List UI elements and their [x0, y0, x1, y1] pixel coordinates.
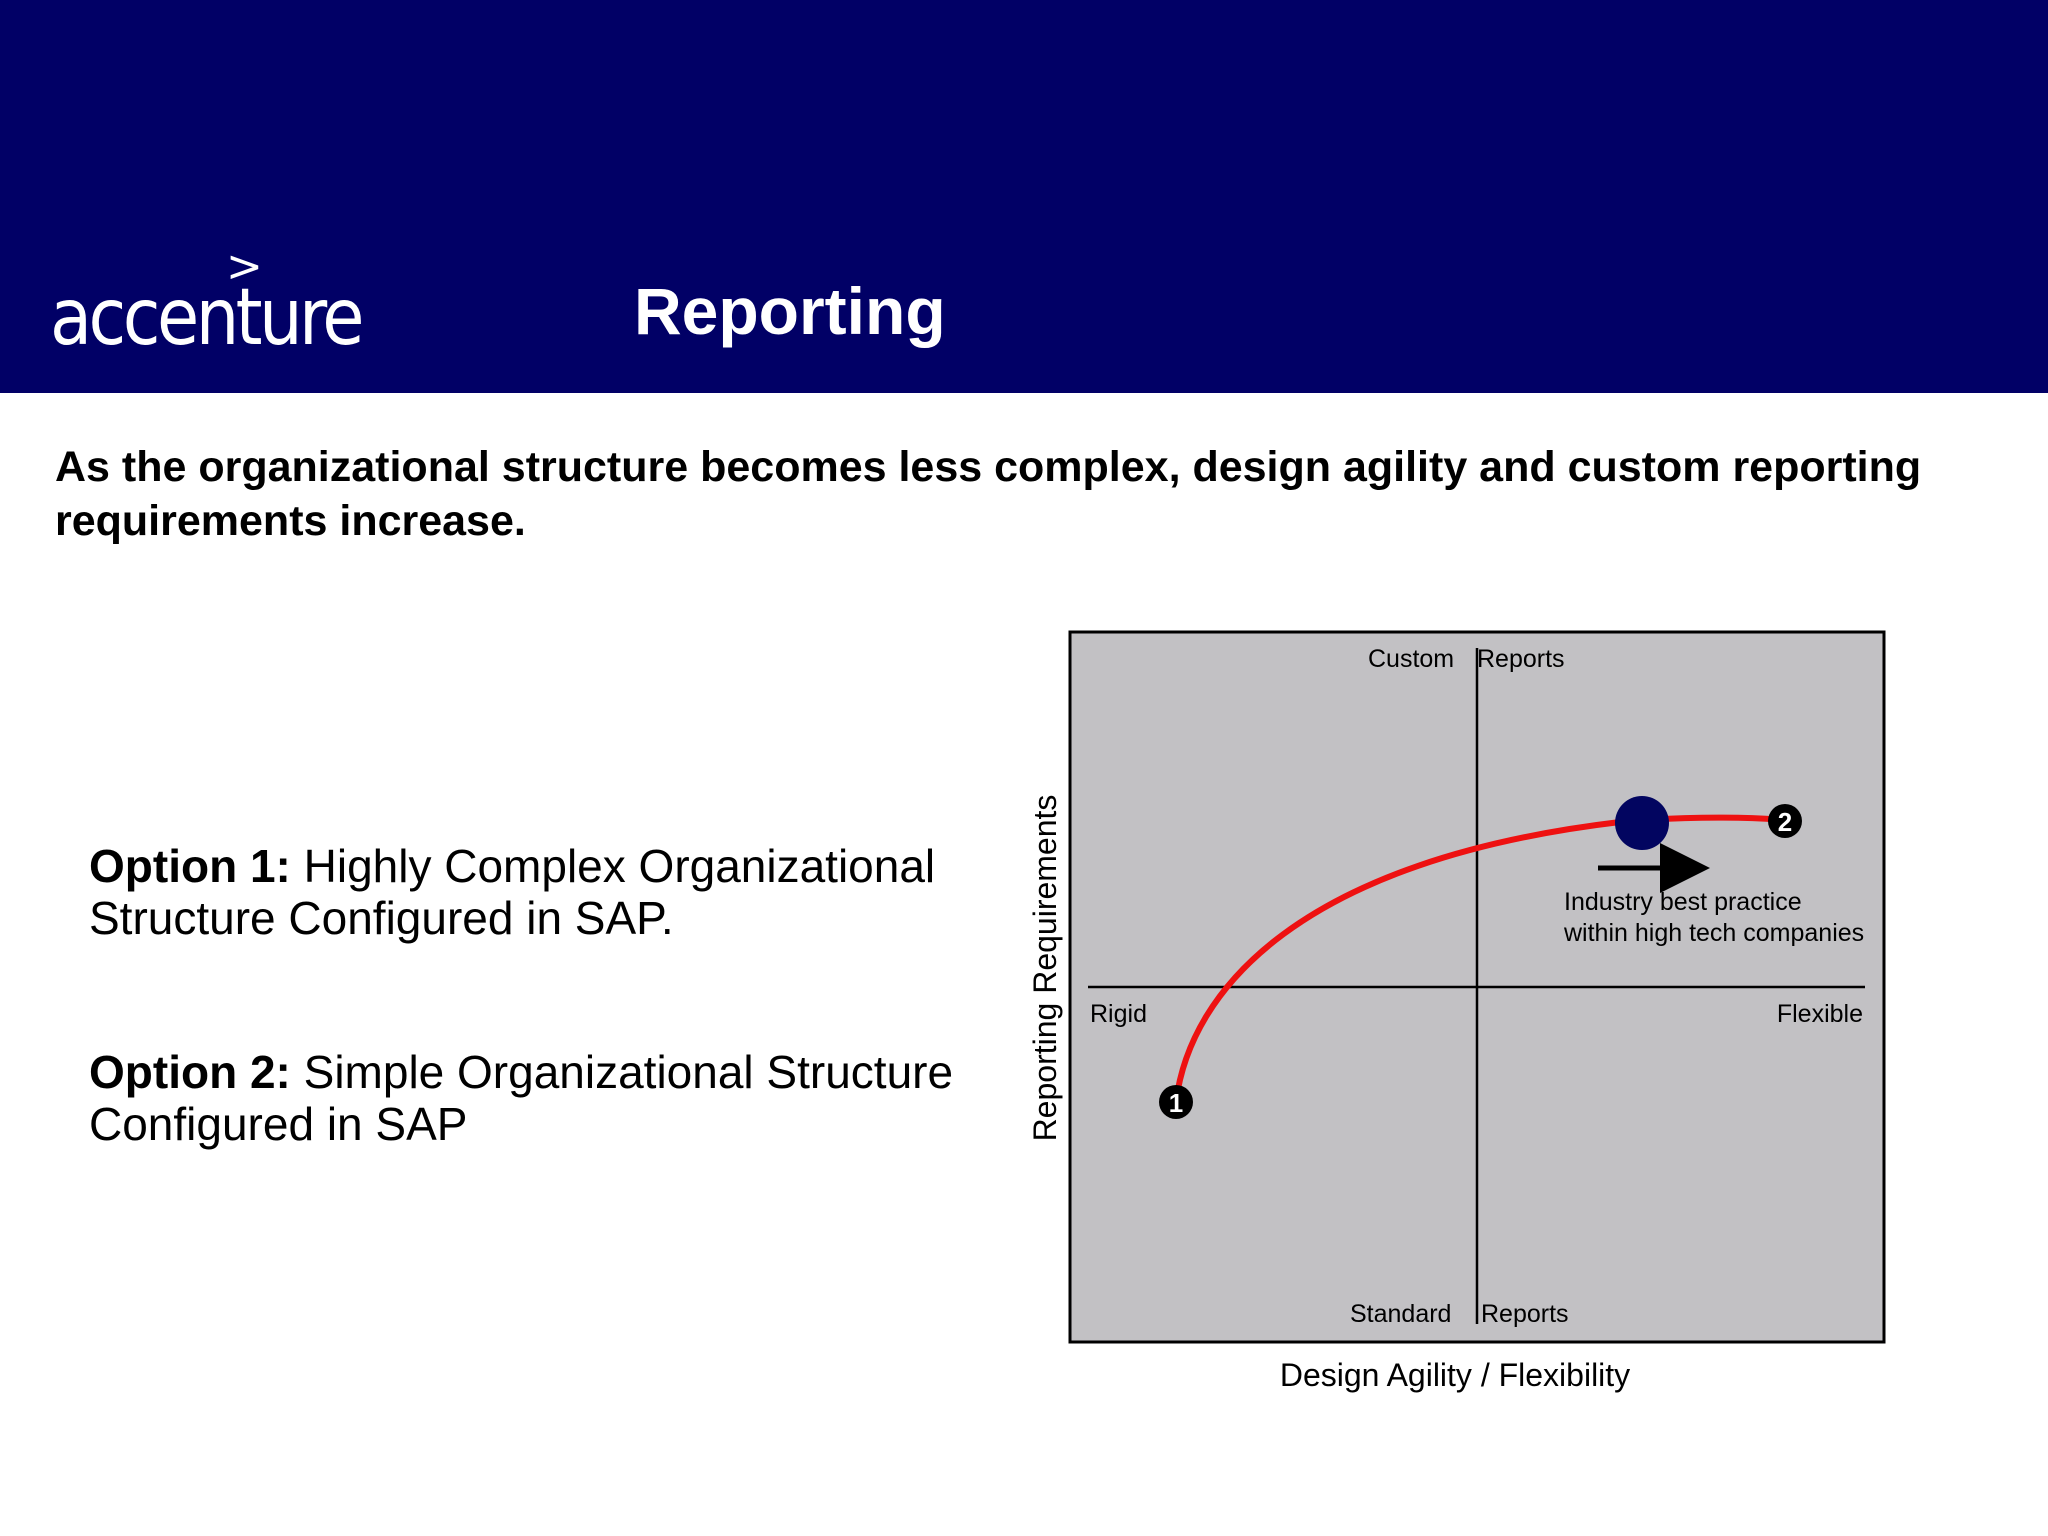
option-1: Option 1: Highly Complex Organizational …	[89, 840, 989, 944]
annotation-line-1: Industry best practice	[1564, 888, 1802, 916]
page-title: Reporting	[634, 274, 946, 348]
marker-1: 1	[1159, 1085, 1193, 1119]
marker-2: 2	[1768, 804, 1802, 838]
current-position-dot	[1615, 796, 1669, 850]
marker-2-circle	[1768, 804, 1802, 838]
option-2-label: Option 2:	[89, 1046, 291, 1098]
bottom-left-label: Standard	[1350, 1300, 1451, 1328]
top-left-label: Custom	[1368, 645, 1454, 673]
annotation-line-2: within high tech companies	[1563, 919, 1864, 947]
headline: As the organizational structure becomes …	[55, 443, 1922, 545]
top-right-label: Reports	[1477, 645, 1565, 673]
bottom-right-label: Reports	[1481, 1300, 1569, 1328]
marker-1-label: 1	[1169, 1088, 1183, 1118]
red-trend-curve	[1173, 814, 1786, 1103]
option-2-text: Simple Organizational Structure Configur…	[89, 1046, 954, 1150]
flexible-label: Flexible	[1777, 1000, 1863, 1028]
x-axis-title: Design Agility / Flexibility	[1280, 1357, 1630, 1393]
marker-2-label: 2	[1778, 807, 1792, 837]
option-1-label: Option 1:	[89, 840, 291, 892]
logo-mark: >	[226, 241, 263, 292]
y-axis-title: Reporting Requirements	[1027, 795, 1063, 1142]
header-banner: > accenture Reporting	[0, 0, 2048, 393]
rigid-label: Rigid	[1090, 1000, 1147, 1028]
option-2: Option 2: Simple Organizational Structur…	[89, 1046, 989, 1150]
option-1-text: Highly Complex Organizational Structure …	[89, 840, 936, 944]
marker-1-circle	[1159, 1085, 1193, 1119]
accenture-logo: > accenture	[50, 245, 370, 365]
logo-text: accenture	[50, 273, 364, 363]
